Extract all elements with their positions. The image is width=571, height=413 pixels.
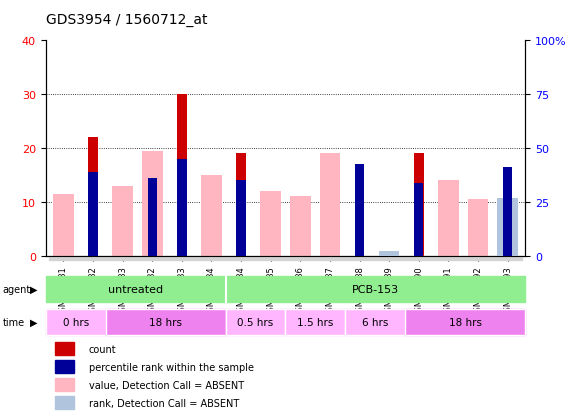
Bar [320, 154, 340, 256]
Bar [176, 95, 187, 256]
Bar [112, 186, 133, 256]
FancyBboxPatch shape [138, 256, 167, 260]
FancyBboxPatch shape [286, 309, 345, 335]
Bar [414, 183, 424, 256]
FancyBboxPatch shape [493, 256, 522, 260]
FancyBboxPatch shape [46, 309, 106, 335]
Bar [55, 396, 74, 409]
Bar [89, 173, 98, 256]
Text: ▶: ▶ [30, 284, 37, 294]
Bar [379, 252, 400, 256]
Text: value, Detection Call = ABSENT: value, Detection Call = ABSENT [89, 380, 244, 390]
Bar [55, 378, 74, 392]
Text: ▶: ▶ [30, 317, 37, 327]
Bar [355, 165, 364, 256]
FancyBboxPatch shape [463, 256, 493, 260]
Bar [88, 138, 98, 256]
Text: untreated: untreated [108, 284, 163, 294]
FancyBboxPatch shape [345, 256, 375, 260]
FancyBboxPatch shape [256, 256, 286, 260]
Bar [236, 181, 246, 256]
Bar [236, 154, 246, 256]
FancyBboxPatch shape [46, 276, 226, 302]
Text: 6 hrs: 6 hrs [362, 317, 389, 327]
Bar [260, 192, 281, 256]
FancyBboxPatch shape [78, 256, 108, 260]
Text: 18 hrs: 18 hrs [449, 317, 482, 327]
FancyBboxPatch shape [226, 256, 256, 260]
Bar [177, 159, 187, 256]
Bar [290, 197, 311, 256]
Bar [55, 342, 74, 355]
FancyBboxPatch shape [167, 256, 196, 260]
Text: agent: agent [3, 284, 31, 294]
FancyBboxPatch shape [196, 256, 226, 260]
Text: percentile rank within the sample: percentile rank within the sample [89, 362, 254, 372]
Bar [53, 194, 74, 256]
Text: count: count [89, 344, 116, 354]
Bar [55, 360, 74, 373]
FancyBboxPatch shape [49, 256, 78, 260]
Text: rank, Detection Call = ABSENT: rank, Detection Call = ABSENT [89, 398, 239, 408]
Bar [503, 167, 512, 256]
FancyBboxPatch shape [106, 309, 226, 335]
FancyBboxPatch shape [404, 256, 433, 260]
FancyBboxPatch shape [405, 309, 525, 335]
Text: time: time [3, 317, 25, 327]
FancyBboxPatch shape [315, 256, 345, 260]
FancyBboxPatch shape [226, 276, 525, 302]
Text: GDS3954 / 1560712_at: GDS3954 / 1560712_at [46, 13, 207, 27]
Bar [468, 199, 488, 256]
Text: PCB-153: PCB-153 [352, 284, 399, 294]
Bar [142, 151, 163, 256]
Text: 1.5 hrs: 1.5 hrs [297, 317, 333, 327]
Bar [497, 198, 518, 256]
Bar [201, 176, 222, 256]
Bar [413, 154, 424, 256]
Bar [147, 178, 157, 256]
Text: 0.5 hrs: 0.5 hrs [238, 317, 274, 327]
FancyBboxPatch shape [345, 309, 405, 335]
FancyBboxPatch shape [226, 309, 286, 335]
FancyBboxPatch shape [286, 256, 315, 260]
Bar [438, 181, 459, 256]
Text: 18 hrs: 18 hrs [149, 317, 182, 327]
Text: 0 hrs: 0 hrs [63, 317, 89, 327]
FancyBboxPatch shape [108, 256, 138, 260]
FancyBboxPatch shape [375, 256, 404, 260]
FancyBboxPatch shape [433, 256, 463, 260]
